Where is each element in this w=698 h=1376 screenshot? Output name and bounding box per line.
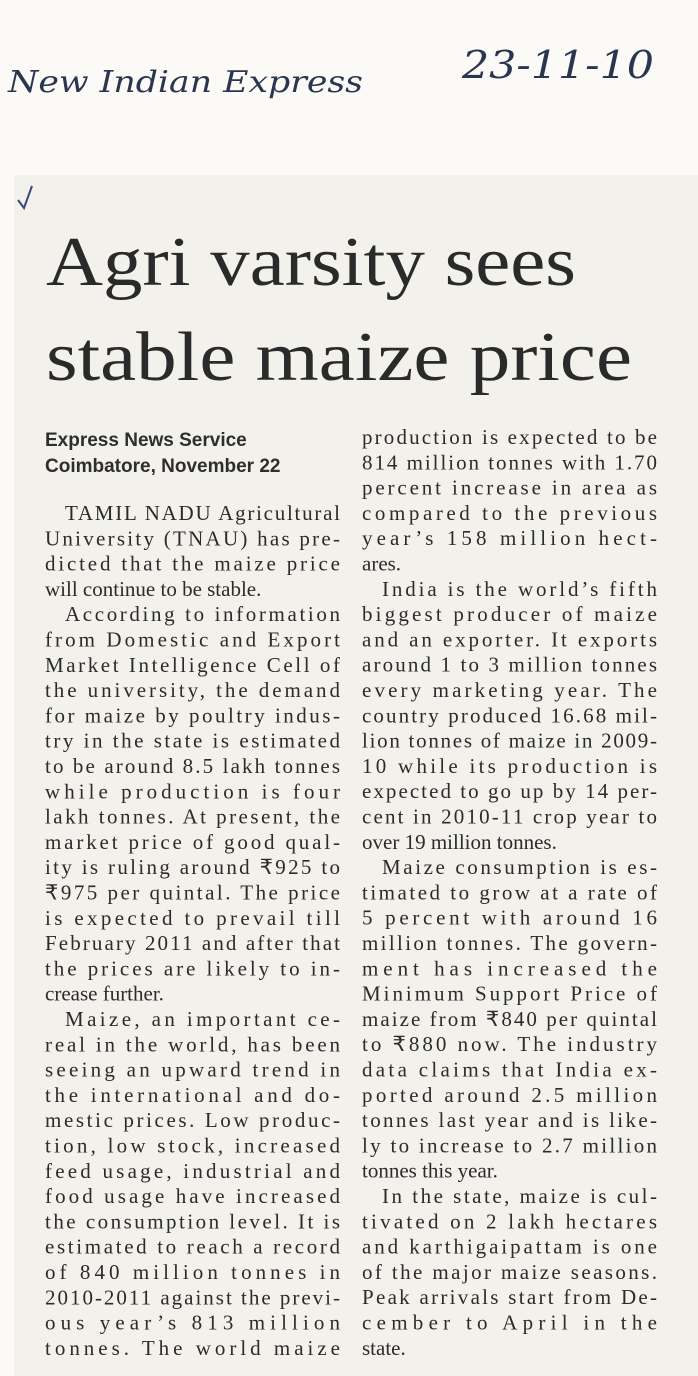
body-line: biggest producer of maize <box>362 602 657 626</box>
body-line: million tonnes. The govern- <box>362 931 657 955</box>
body-line: real in the world, has been <box>45 1032 341 1056</box>
body-line: country produced 16.68 mil- <box>362 703 657 727</box>
body-line: expected to go up by 14 per- <box>362 779 657 803</box>
date-note: 23-11-10 <box>461 43 654 87</box>
body-line: According to information <box>65 602 341 626</box>
body-line: India is the world’s fifth <box>382 577 658 601</box>
headline: stable maize price <box>46 319 632 396</box>
body-line: ity is ruling around ₹925 to <box>45 855 340 879</box>
check-mark <box>17 185 33 211</box>
body-line: Maize, an important ce- <box>65 1007 340 1031</box>
body-line: for maize by poultry indus- <box>45 703 340 727</box>
body-line: cember to April in the <box>362 1311 657 1335</box>
body-line: tonnes this year. <box>362 1159 498 1183</box>
body-line: tonnes last year and is like- <box>362 1108 657 1132</box>
body-line: ous year’s 813 million <box>45 1311 341 1335</box>
body-line: of the major maize seasons. <box>362 1260 657 1284</box>
body-line: Maize consumption is es- <box>382 855 657 879</box>
body-line: lakh tonnes. At present, the <box>45 805 340 829</box>
body-line: timated to grow at a rate of <box>362 880 657 904</box>
body-line: and karthigaipattam is one <box>362 1235 657 1259</box>
body-line: seeing an upward trend in <box>45 1058 341 1082</box>
body-line: from Domestic and Export <box>45 628 340 652</box>
body-line: ares. <box>362 552 401 576</box>
paper <box>14 175 698 1376</box>
body-line: while production is four <box>45 779 340 803</box>
body-line: crease further. <box>45 982 164 1006</box>
headline: Agri varsity sees <box>46 224 576 301</box>
body-line: around 1 to 3 million tonnes <box>362 653 657 677</box>
body-line: feed usage, industrial and <box>45 1159 341 1183</box>
body-line: to ₹880 now. The industry <box>362 1032 658 1056</box>
body-line: market price of good qual- <box>45 830 340 854</box>
body-line: will continue to be stable. <box>45 577 261 601</box>
body-line: every marketing year. The <box>362 678 657 702</box>
body-line: year’s 158 million hect- <box>362 526 657 550</box>
body-line: tivated on 2 lakh hectares <box>362 1209 657 1233</box>
body-line: Peak arrivals start from De- <box>362 1285 657 1309</box>
source-note: New Indian Express <box>7 65 363 100</box>
body-line: 2010-2011 against the previ- <box>45 1285 340 1309</box>
byline-dateline: Coimbatore, November 22 <box>45 456 280 477</box>
body-line: of 840 million tonnes in <box>45 1260 341 1284</box>
body-line: food usage have increased <box>45 1184 341 1208</box>
body-line: try in the state is estimated <box>45 729 341 753</box>
body-line: state. <box>362 1336 406 1360</box>
body-line: cent in 2010-11 crop year to <box>362 805 657 829</box>
body-line: 5 percent with around 16 <box>362 906 657 930</box>
body-line: estimated to reach a record <box>45 1235 340 1259</box>
body-line: mestic prices. Low produc- <box>45 1108 340 1132</box>
body-line: ly to increase to 2.7 million <box>362 1133 658 1157</box>
body-line: the university, the demand <box>45 678 341 702</box>
body-line: 10 while its production is <box>362 754 657 778</box>
body-line: maize from ₹840 per quintal <box>362 1007 657 1031</box>
body-line: production is expected to be <box>362 425 657 449</box>
body-line: ₹975 per quintal. The price <box>45 881 340 905</box>
body-line: Minimum Support Price of <box>362 982 657 1006</box>
body-line: the prices are likely to in- <box>45 956 340 980</box>
body-line: over 19 million tonnes. <box>362 830 557 854</box>
body-line: ported around 2.5 million <box>362 1083 658 1107</box>
byline-agency: Express News Service <box>45 430 247 451</box>
body-line: Market Intelligence Cell of <box>45 653 340 677</box>
body-line: and an exporter. It exports <box>362 627 657 651</box>
body-line: In the state, maize is cul- <box>382 1184 657 1208</box>
body-line: TAMIL NADU Agricultural <box>65 501 340 525</box>
body-line: lion tonnes of maize in 2009- <box>362 729 657 753</box>
body-line: the consumption level. It is <box>45 1209 340 1233</box>
body-line: 814 million tonnes with 1.70 <box>362 450 657 474</box>
body-line: percent increase in area as <box>362 476 657 500</box>
body-line: to be around 8.5 lakh tonnes <box>45 754 340 778</box>
body-line: University (TNAU) has pre- <box>45 526 340 550</box>
